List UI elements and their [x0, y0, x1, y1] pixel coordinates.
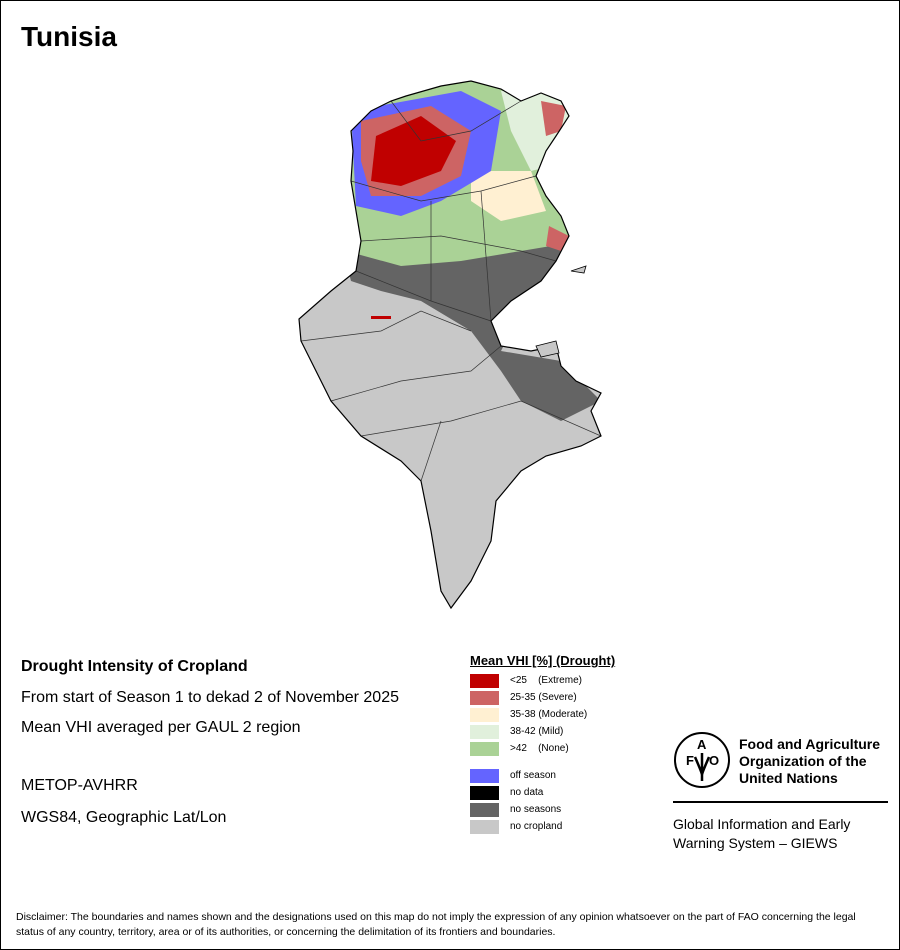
divider: [673, 801, 888, 803]
legend-label: 25-35 (Severe): [510, 692, 577, 703]
admin-boundaries: [300, 100, 601, 482]
svg-text:F: F: [686, 753, 694, 768]
extreme-spot: [371, 316, 391, 319]
legend-swatch: [470, 724, 499, 739]
moderate-area: [471, 171, 546, 221]
svg-text:O: O: [709, 753, 719, 768]
legend-swatch: [470, 819, 499, 834]
djerba-island: [535, 340, 560, 358]
disclaimer: Disclaimer: The boundaries and names sho…: [16, 911, 856, 938]
legend-item: <25 (Extreme): [470, 672, 615, 689]
legend-swatch: [470, 802, 499, 817]
giews-name: Global Information and Early Warning Sys…: [673, 816, 851, 851]
fao-name: Food and Agriculture Organization of the…: [739, 736, 881, 786]
extreme-area: [371, 116, 456, 186]
legend-label: 35-38 (Moderate): [510, 709, 588, 720]
tunisia-map: [298, 80, 602, 609]
legend-swatch: [470, 690, 499, 705]
legend-item: no seasons: [470, 801, 615, 818]
info-projection: WGS84, Geographic Lat/Lon: [21, 809, 227, 826]
info-period: From start of Season 1 to dekad 2 of Nov…: [21, 689, 399, 706]
legend-item: off season: [470, 767, 615, 784]
legend-swatch: [470, 673, 499, 688]
legend-swatch: [470, 785, 499, 800]
severe-area-sahel: [546, 226, 569, 251]
legend-title: Mean VHI [%] (Drought): [470, 653, 616, 668]
legend-item: 25-35 (Severe): [470, 689, 615, 706]
legend-swatch: [470, 768, 499, 783]
legend-label: 38-42 (Mild): [510, 726, 564, 737]
fao-logo: F A O: [674, 732, 730, 788]
legend-label: no data: [510, 787, 544, 798]
no-seasons-area: [341, 231, 601, 421]
info-aggregation: Mean VHI averaged per GAUL 2 region: [21, 719, 301, 736]
map-title: Tunisia: [21, 21, 117, 52]
legend-item: 35-38 (Moderate): [470, 706, 615, 723]
legend-item: no cropland: [470, 818, 615, 835]
legend-item: no data: [470, 784, 615, 801]
info-heading: Drought Intensity of Cropland: [21, 658, 248, 675]
legend-swatch: [470, 707, 499, 722]
legend-label: <25 (Extreme): [510, 675, 582, 686]
svg-text:A: A: [697, 737, 707, 752]
legend-item: 38-42 (Mild): [470, 723, 615, 740]
legend-label: >42 (None): [510, 743, 569, 754]
severe-area-cap-bon: [541, 101, 566, 136]
legend-label: no cropland: [510, 821, 563, 832]
legend-label: no seasons: [510, 804, 562, 815]
legend: Mean VHI [%] (Drought) <25 (Extreme) 25-3…: [470, 653, 615, 835]
legend-swatch: [470, 741, 499, 756]
legend-label: off season: [510, 770, 556, 781]
legend-item: >42 (None): [470, 740, 615, 757]
kerkennah-island: [570, 265, 587, 274]
info-sensor: METOP-AVHRR: [21, 777, 138, 794]
